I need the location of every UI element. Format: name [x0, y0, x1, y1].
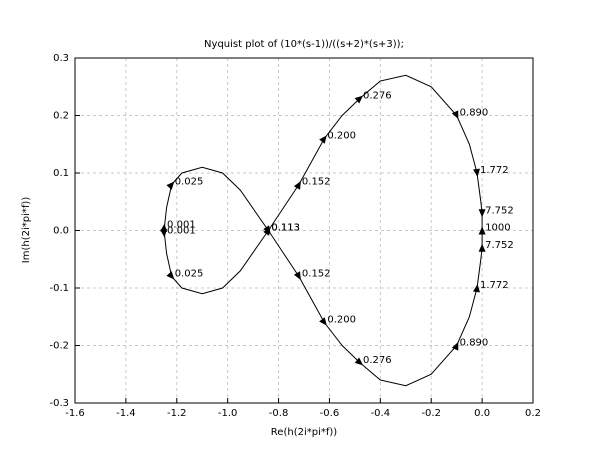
frequency-label: 1.772 [480, 280, 509, 291]
frequency-label: 0.276 [363, 355, 392, 366]
frequency-arrow [473, 284, 480, 293]
frequency-label: 7.752 [485, 240, 514, 251]
x-tick-label: -1.4 [116, 408, 136, 419]
x-tick-label: 0.0 [474, 408, 490, 419]
chart-title: Nyquist plot of (10*(s-1))/((s+2)*(s+3))… [204, 39, 404, 50]
frequency-label: 0.200 [327, 131, 356, 142]
frequency-label: 1000 [485, 223, 510, 234]
frequency-arrow [263, 227, 271, 236]
frequency-label: 0.200 [327, 315, 356, 326]
frequency-arrow [166, 181, 175, 190]
frequency-label: 0.152 [302, 177, 331, 188]
frequency-label: 0.113 [271, 223, 300, 234]
x-tick-label: -0.4 [371, 408, 391, 419]
frequency-arrow [293, 180, 301, 190]
frequency-label: 1.772 [480, 165, 509, 176]
x-tick-label: -1.2 [167, 408, 187, 419]
frequency-arrow [354, 357, 364, 366]
x-tick-label: -0.6 [320, 408, 340, 419]
y-tick-label: 0.2 [53, 111, 69, 122]
x-axis-label: Re(h(2i*pi*f)) [271, 427, 337, 438]
y-axis-label: Im(h(2i*pi*f)) [21, 197, 32, 264]
frequency-arrow [319, 317, 327, 326]
frequency-label: 0.890 [460, 338, 489, 349]
y-tick-label: 0.3 [53, 53, 69, 64]
frequency-label: 0.001 [167, 220, 196, 231]
x-tick-label: -1.6 [65, 408, 85, 419]
frequency-arrow [166, 271, 175, 280]
frequency-arrow [451, 110, 459, 120]
plot-frame [74, 57, 534, 404]
x-tick-label: -0.2 [421, 408, 441, 419]
frequency-arrow [451, 341, 459, 351]
x-tick-label: -0.8 [269, 408, 289, 419]
frequency-label: 0.890 [460, 108, 489, 119]
y-tick-label: -0.1 [49, 283, 69, 294]
frequency-label: 0.113 [271, 223, 300, 234]
x-tick-label: -1.0 [218, 408, 238, 419]
frequency-label: 0.276 [363, 90, 392, 101]
frequency-arrow [160, 229, 168, 238]
frequency-arrow [473, 168, 480, 177]
frequency-arrow [293, 271, 301, 281]
frequency-arrow [319, 135, 327, 144]
frequency-label: 0.025 [175, 177, 204, 188]
frequency-label: 0.152 [302, 269, 331, 280]
frequency-arrow [478, 243, 486, 252]
y-tick-label: -0.3 [49, 398, 69, 409]
frequency-arrow [478, 209, 486, 218]
frequency-label: 0.001 [167, 225, 196, 236]
y-tick-label: 0.1 [53, 168, 69, 179]
frequency-label: 7.752 [485, 205, 514, 216]
x-tick-label: 0.2 [525, 408, 541, 419]
frequency-arrow [354, 95, 364, 104]
y-tick-label: -0.2 [49, 341, 69, 352]
frequency-label: 0.025 [175, 269, 204, 280]
y-tick-label: 0.0 [53, 226, 69, 237]
